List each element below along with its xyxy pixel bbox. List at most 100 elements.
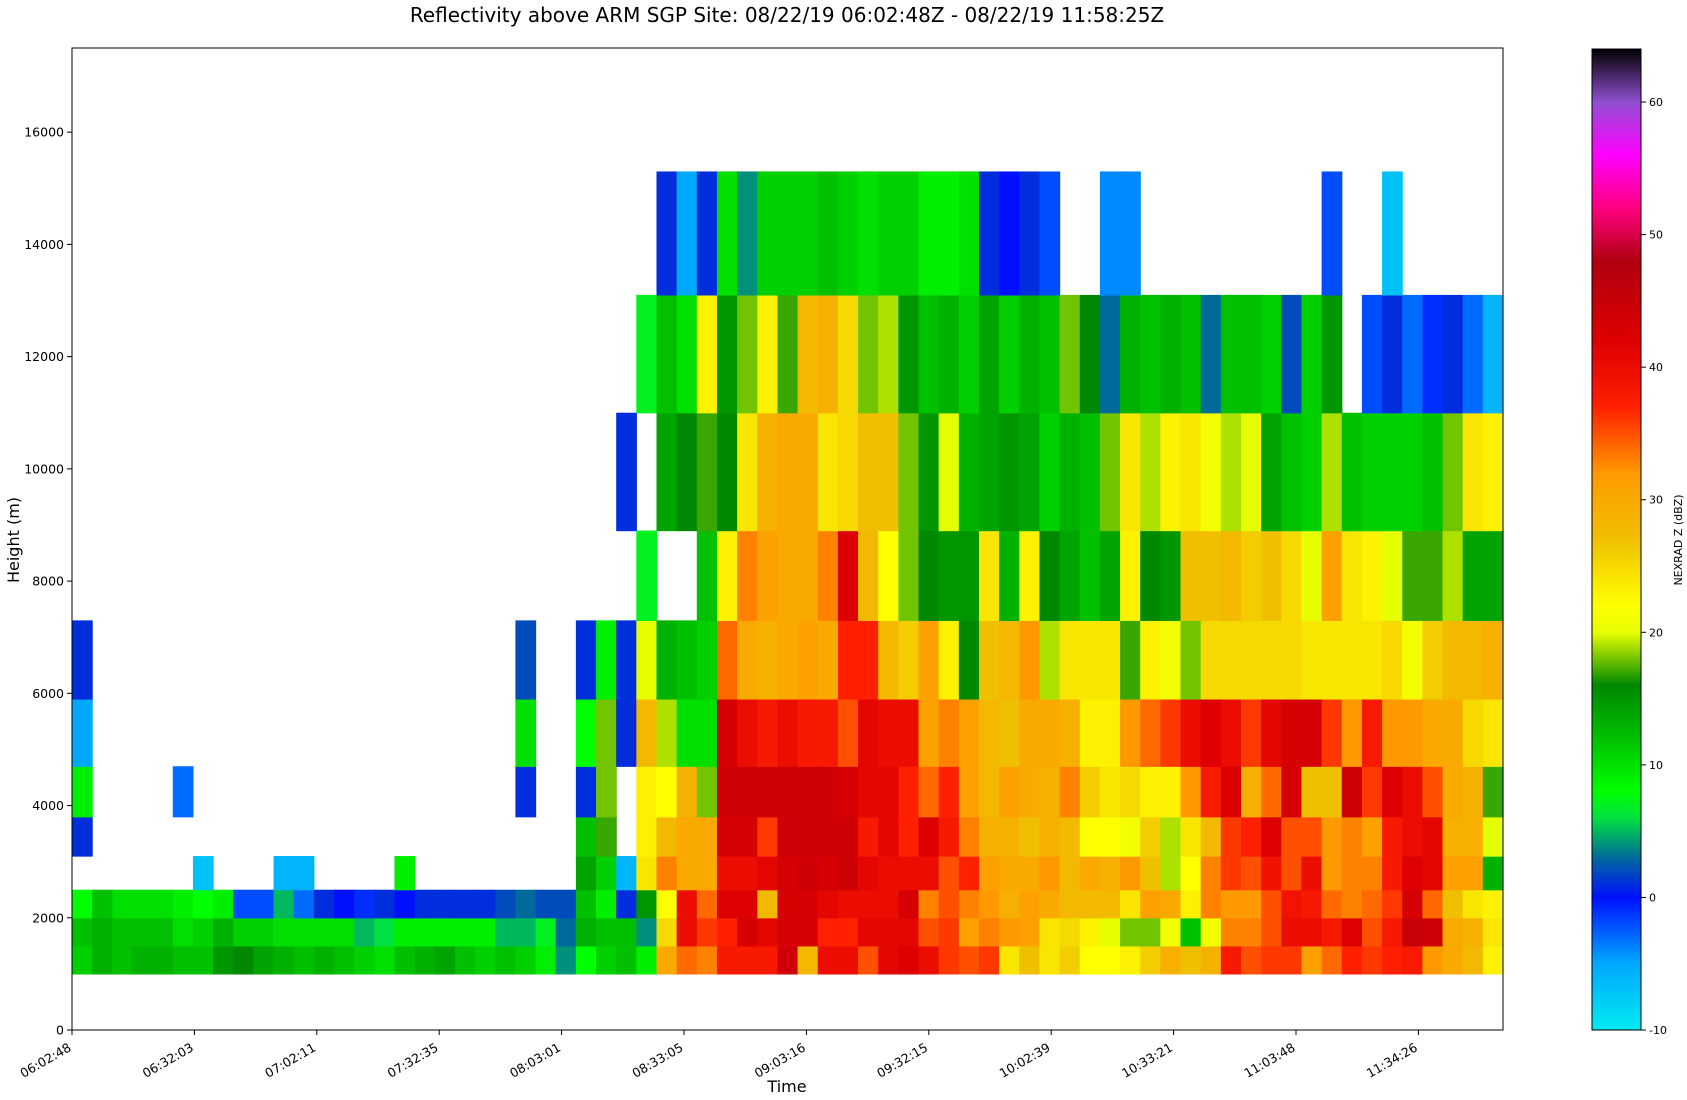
colorbar-axis: -10 0 10 20 30 40 50 60 <box>1641 96 1667 1037</box>
heatmap-cell <box>797 620 819 700</box>
heatmap-cell <box>1160 620 1182 700</box>
heatmap-cell <box>72 816 93 857</box>
heatmap-cell <box>878 945 899 975</box>
heatmap-cell <box>757 294 779 414</box>
heatmap-cell <box>898 171 920 296</box>
y-tick-label: 4000 <box>32 798 64 813</box>
heatmap-cell <box>676 412 698 532</box>
x-tick-label: 07:32:35 <box>385 1040 441 1081</box>
heatmap-cell <box>172 945 194 975</box>
y-tick-label: 2000 <box>32 910 64 925</box>
heatmap-cell <box>1059 816 1081 857</box>
heatmap-cell <box>676 889 698 919</box>
heatmap-cell <box>837 856 859 891</box>
heatmap-cell <box>1200 530 1222 621</box>
heatmap-cell <box>817 171 839 296</box>
heatmap-cell <box>1382 766 1403 818</box>
heatmap-cell <box>817 856 839 891</box>
heatmap-cell <box>737 171 758 296</box>
heatmap-cell <box>515 945 537 975</box>
heatmap-cell <box>1482 889 1504 919</box>
x-axis-label: Time <box>766 1077 806 1096</box>
heatmap-cell <box>192 856 214 891</box>
heatmap-cell <box>92 945 113 975</box>
heatmap-cell <box>817 816 839 857</box>
heatmap-cell <box>737 766 758 818</box>
heatmap-cell <box>1462 412 1484 532</box>
heatmap-cell <box>1099 816 1121 857</box>
heatmap-cell <box>535 889 557 919</box>
heatmap-cell <box>636 945 658 975</box>
heatmap-cell <box>837 294 859 414</box>
heatmap-cell <box>1120 530 1141 621</box>
heatmap-cell <box>918 294 940 414</box>
heatmap-cell <box>858 412 879 532</box>
heatmap-cell <box>1160 816 1182 857</box>
heatmap-cell <box>978 766 1000 818</box>
heatmap-cell <box>817 889 839 919</box>
heatmap-cell <box>152 945 174 975</box>
heatmap-cell <box>757 945 779 975</box>
heatmap-cell <box>1442 766 1464 818</box>
heatmap-cell <box>273 917 295 947</box>
heatmap-cell <box>757 698 779 767</box>
heatmap-cell <box>938 945 960 975</box>
heatmap-cell <box>596 889 617 919</box>
colorbar-tick-label: 50 <box>1649 229 1663 242</box>
heatmap-cell <box>918 889 940 919</box>
heatmap-cell <box>1281 766 1303 818</box>
heatmap-cell <box>716 856 738 891</box>
heatmap-cell <box>616 620 637 700</box>
heatmap-cell <box>1361 530 1383 621</box>
heatmap-cell <box>1281 530 1303 621</box>
heatmap-cell <box>313 945 335 975</box>
heatmap-cell <box>575 945 597 975</box>
heatmap-cell <box>797 889 819 919</box>
heatmap-cell <box>898 530 920 621</box>
heatmap-cell <box>1220 889 1242 919</box>
heatmap-cell <box>192 945 214 975</box>
heatmap-cell <box>1160 945 1182 975</box>
heatmap-cell <box>1180 530 1202 621</box>
heatmap-cell <box>1341 698 1363 767</box>
heatmap-cell <box>1059 945 1081 975</box>
heatmap-cell <box>1442 412 1464 532</box>
heatmap-cell <box>1361 412 1383 532</box>
heatmap-cell <box>737 816 758 857</box>
heatmap-cell <box>1200 889 1222 919</box>
heatmap-cell <box>1019 816 1041 857</box>
heatmap-cell <box>1019 530 1041 621</box>
heatmap-cell <box>958 917 980 947</box>
heatmap-cell <box>1079 856 1101 891</box>
heatmap-cell <box>898 889 920 919</box>
heatmap-cell <box>1220 620 1242 700</box>
heatmap-cell <box>1462 816 1484 857</box>
heatmap-cell <box>616 856 637 891</box>
heatmap-cell <box>737 530 758 621</box>
heatmap-cell <box>1382 530 1403 621</box>
heatmap-cell <box>1402 294 1423 414</box>
heatmap-cell <box>878 530 899 621</box>
heatmap-cell <box>1059 412 1081 532</box>
heatmap-cell <box>515 766 537 818</box>
heatmap-cell <box>374 917 396 947</box>
heatmap-cell <box>958 889 980 919</box>
heatmap-cell <box>1120 620 1141 700</box>
heatmap-cell <box>757 620 779 700</box>
heatmap-cell <box>1422 889 1444 919</box>
heatmap-cell <box>1140 412 1161 532</box>
heatmap-cell <box>233 889 254 919</box>
heatmap-cell <box>1482 766 1504 818</box>
heatmap-cell <box>978 530 1000 621</box>
heatmap-cell <box>1462 698 1484 767</box>
heatmap-cell <box>1079 530 1101 621</box>
heatmap-cell <box>636 917 658 947</box>
y-axis-label: Height (m) <box>4 497 23 583</box>
heatmap-cell <box>716 917 738 947</box>
heatmap-cell <box>1301 294 1323 414</box>
heatmap-cell <box>1321 816 1343 857</box>
heatmap-cell <box>1039 945 1061 975</box>
heatmap-cell <box>858 620 879 700</box>
heatmap-cell <box>1281 412 1303 532</box>
